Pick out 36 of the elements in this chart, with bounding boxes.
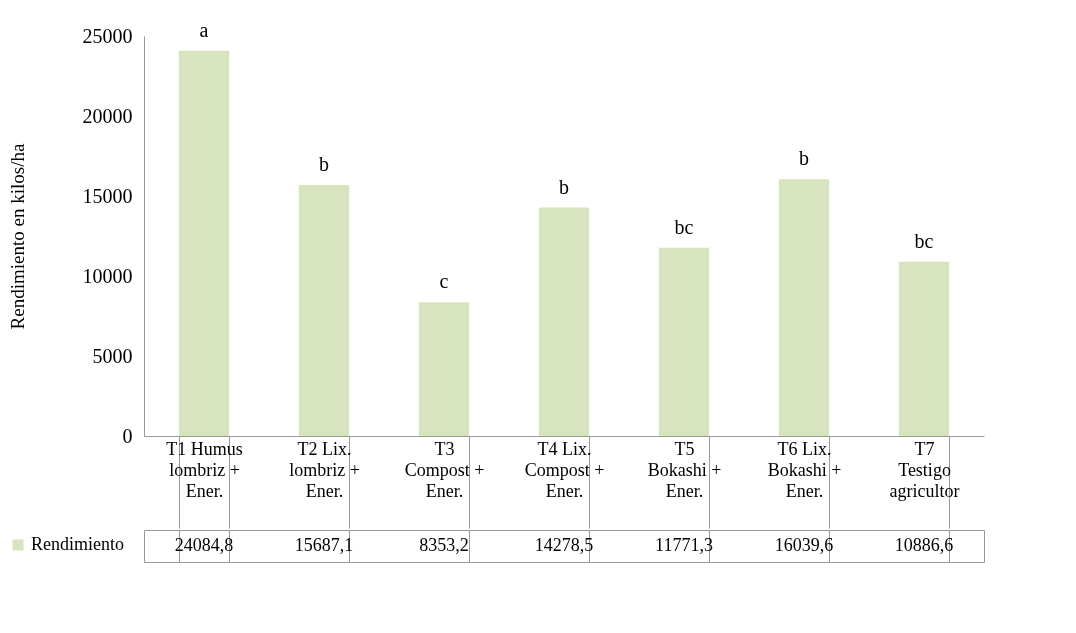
x-tick-label: T7 Testigo agricultor	[889, 438, 960, 501]
x-tick-label: T5 Bokashi + Ener.	[647, 438, 722, 501]
annotation: b	[559, 175, 569, 198]
text: 15687,1	[294, 535, 354, 555]
text: 8353,2	[419, 535, 469, 555]
x-tick-label: T3 Compost + Ener.	[404, 438, 485, 501]
annotation: a	[199, 18, 209, 41]
annotation: c	[439, 270, 449, 293]
bar	[178, 50, 230, 436]
y-tick-label: 10000	[82, 264, 133, 287]
y-tick-label: 25000	[82, 24, 133, 47]
y-tick-label: 5000	[92, 344, 133, 367]
x-tick-label: T6 Lix. Bokashi + Ener.	[767, 438, 842, 501]
bar	[658, 247, 710, 436]
text: 16039,6	[774, 535, 834, 555]
y-axis-title: Rendimiento en kilos/ha	[6, 143, 28, 330]
y-tick-label: 15000	[82, 184, 133, 207]
legend-label: Rendimiento	[31, 534, 124, 554]
y-tick-label: 20000	[82, 104, 133, 127]
bar	[298, 185, 350, 436]
text: 14278,5	[534, 535, 594, 555]
annotation: bc	[674, 215, 694, 238]
text: 11771,3	[655, 535, 713, 555]
x-tick-label: T2 Lix. lombriz + Ener.	[289, 438, 360, 501]
bar	[898, 261, 950, 436]
annotation: bc	[914, 229, 934, 252]
bar	[418, 302, 470, 436]
annotation: b	[799, 147, 809, 170]
y-tick-label: 0	[122, 424, 133, 447]
bar	[538, 207, 590, 436]
x-tick-label: T4 Lix. Compost + Ener.	[524, 438, 605, 501]
x-tick-label: T1 Humus lombriz + Ener.	[166, 438, 243, 501]
annotation: b	[319, 153, 329, 176]
text: 24084,8	[174, 535, 234, 555]
text: 10886,6	[894, 535, 954, 555]
bar	[778, 179, 830, 436]
